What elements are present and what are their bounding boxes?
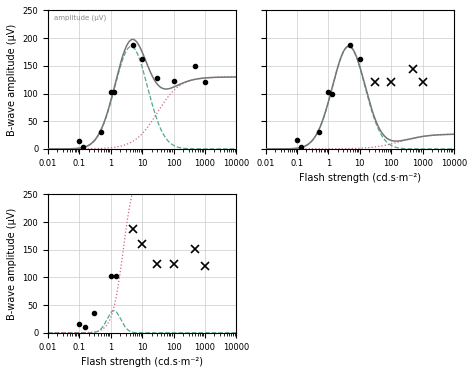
X-axis label: Flash strength (cd.s·m⁻²): Flash strength (cd.s·m⁻²) [299,173,421,183]
Y-axis label: B-wave amplitude (μV): B-wave amplitude (μV) [7,208,17,320]
X-axis label: Flash strength (cd.s·m⁻²): Flash strength (cd.s·m⁻²) [81,357,203,367]
Y-axis label: B-wave amplitude (μV): B-wave amplitude (μV) [7,24,17,136]
Text: amplitude (μV): amplitude (μV) [54,15,106,21]
